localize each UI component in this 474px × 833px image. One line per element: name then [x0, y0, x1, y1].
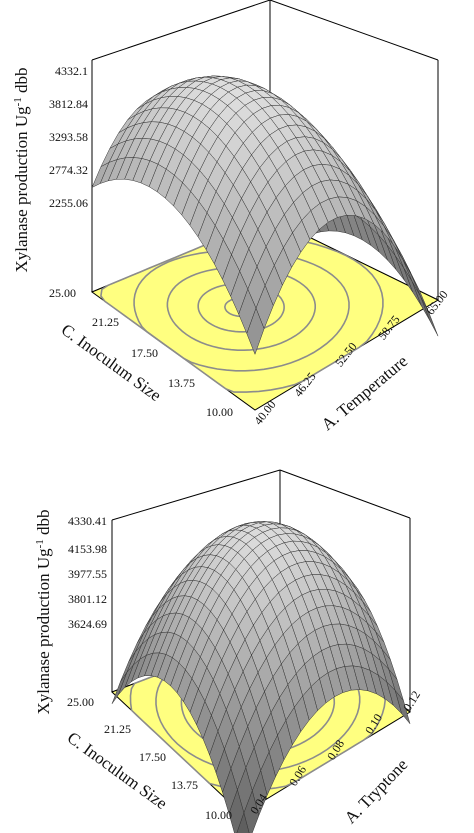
plot-2-y-axis-title: C. Inoculum Size — [64, 728, 171, 813]
plot-2: 4330.41 4153.98 3977.55 3801.12 3624.69 … — [34, 469, 423, 833]
plot-2-z-tick-2: 3977.55 — [68, 567, 107, 581]
plot-1-response-surface — [91, 75, 439, 356]
plot-1-z-tick-labels: 4332.1 3812.84 3293.58 2774.32 2255.06 — [49, 64, 88, 210]
plot-2-top-right-edge — [279, 469, 411, 519]
plot-1-z-tick-1: 3812.84 — [49, 97, 88, 111]
plot-2-z-tick-1: 4153.98 — [68, 542, 107, 556]
plot-2-z-tick-3: 3801.12 — [68, 592, 107, 606]
plot-1-x-tick-4: 65.00 — [423, 288, 451, 318]
plot-2-x-axis-title: A. Tryptone — [341, 755, 412, 827]
plot-2-z-tick-labels: 4330.41 4153.98 3977.55 3801.12 3624.69 — [68, 514, 107, 631]
plot-1-z-tick-2: 3293.58 — [49, 130, 88, 144]
plot-2-surface-cell-399 — [236, 812, 250, 833]
plot-2-y-tick-25: 25.00 — [67, 695, 94, 709]
plot-1-z-tick-3: 2774.32 — [49, 163, 88, 177]
plot-1-surface-cell-399 — [246, 307, 265, 356]
plot-2-z-axis-title: Xylanase production Ug-1 dbb — [34, 509, 53, 714]
plot-1-y-tick-labels: 25.00 21.25 17.50 13.75 10.00 — [49, 286, 233, 419]
plot-1-z-axis-title: Xylanase production Ug-1 dbb — [12, 67, 31, 272]
plot-1-y-tick-10: 10.00 — [206, 405, 233, 419]
plot-2-z-tick-0: 4330.41 — [68, 514, 107, 528]
plot-1-top-left-edge — [91, 0, 271, 61]
plot-1-y-tick-13: 13.75 — [168, 376, 195, 390]
plot-1-y-tick-21: 21.25 — [92, 315, 119, 329]
plot-1-y-tick-17: 17.50 — [131, 346, 158, 360]
plot-1-top-right-edge — [269, 0, 439, 61]
plot-1-z-tick-4: 2255.06 — [49, 196, 88, 210]
plot-2-y-tick-labels: 25.00 21.25 17.50 13.75 10.00 — [67, 695, 232, 822]
plot-2-top-left-edge — [111, 469, 281, 521]
plot-2-y-tick-13: 13.75 — [171, 778, 198, 792]
plot-2-z-tick-4: 3624.69 — [68, 617, 107, 631]
plot-1: 4332.1 3812.84 3293.58 2774.32 2255.06 X… — [12, 0, 451, 434]
plot-2-response-surface — [111, 521, 411, 833]
plot-2-y-tick-17: 17.50 — [139, 750, 166, 764]
plot-2-y-tick-21: 21.25 — [104, 722, 131, 736]
plot-1-y-tick-25: 25.00 — [49, 286, 76, 300]
plot-1-z-tick-0: 4332.1 — [55, 64, 88, 78]
plot-2-y-tick-10: 10.00 — [205, 808, 232, 822]
